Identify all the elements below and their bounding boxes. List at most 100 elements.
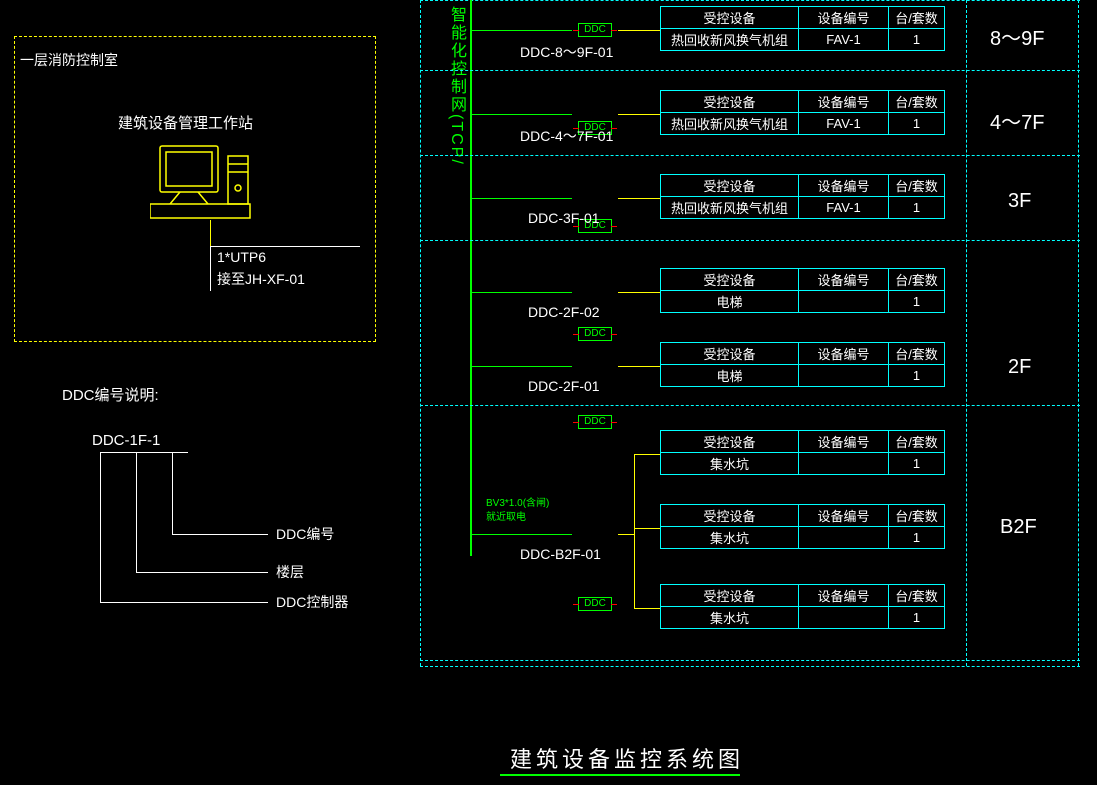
ddc-box-1: DDC [578, 23, 612, 37]
th-dev: 受控设备 [661, 505, 799, 527]
floor-1: 8～9F [990, 22, 1044, 51]
th-dev: 受控设备 [661, 585, 799, 607]
floor-div-5 [420, 660, 1080, 661]
legend-v3 [172, 452, 173, 534]
ddc-label-4: DDC-2F-02 [528, 304, 600, 320]
legend-l2 [136, 572, 268, 573]
th-qty: 台/套数 [889, 585, 945, 607]
cable-note-1: BV3*1.0(含闸) [486, 494, 549, 509]
workstation-label: 建筑设备管理工作站 [118, 112, 253, 133]
bus-branch-4 [472, 292, 572, 293]
floor-5: 2F [1008, 356, 1031, 379]
floor-col-r [1078, 0, 1079, 666]
td-qty: 1 [889, 197, 945, 219]
td-qty: 1 [889, 607, 945, 629]
table-8: 受控设备设备编号台/套数 集水坑 1 [660, 584, 945, 629]
table-7: 受控设备设备编号台/套数 集水坑1 [660, 504, 945, 549]
td-dev: 电梯 [661, 291, 799, 313]
b2f-h2 [634, 528, 660, 529]
floor-b2f: B2F [1000, 516, 1037, 539]
td-dev: 集水坑 [661, 453, 799, 475]
td-num [799, 365, 889, 387]
table-6: 受控设备设备编号台/套数 集水坑 1 [660, 430, 945, 475]
th-num: 设备编号 [799, 175, 889, 197]
th-qty: 台/套数 [889, 269, 945, 291]
th-qty: 台/套数 [889, 505, 945, 527]
ddc-to-tbl-5 [618, 366, 660, 367]
th-dev: 受控设备 [661, 343, 799, 365]
title-underline [500, 774, 740, 776]
ddc-to-tbl-1 [618, 30, 660, 31]
td-dev: 热回收新风换气机组 [661, 113, 799, 135]
floor-div-1 [420, 70, 1080, 71]
cable-label-box: 1*UTP6 接至JH-XF-01 [210, 246, 360, 291]
ddc-legend-sample: DDC-1F-1 [92, 432, 160, 449]
cable-line1: 1*UTP6 [211, 247, 360, 267]
main-frame-left [420, 0, 421, 666]
th-num: 设备编号 [799, 585, 889, 607]
ddc-box-4: DDC [578, 327, 612, 341]
cable-note-2: 就近取电 [486, 508, 526, 523]
th-num: 设备编号 [799, 7, 889, 29]
ddc-label-2: DDC-4～7F-01 [520, 126, 613, 146]
td-dev: 电梯 [661, 365, 799, 387]
td-num [799, 291, 889, 313]
ddc-label-3: DDC-3F-01 [528, 210, 600, 226]
main-frame-bottom [420, 666, 1080, 667]
b2f-h3 [634, 608, 660, 609]
b2f-h1 [634, 454, 660, 455]
floor-3: 3F [1008, 190, 1031, 213]
main-frame-top [420, 0, 1080, 1]
th-dev: 受控设备 [661, 7, 799, 29]
legend-v1 [100, 452, 101, 602]
th-num: 设备编号 [799, 431, 889, 453]
bus-label: 智能化控制网(TCP/ [444, 6, 468, 166]
th-dev: 受控设备 [661, 431, 799, 453]
bus-branch-1 [472, 30, 572, 31]
ddc-box-5: DDC [578, 415, 612, 429]
legend-label-1: DDC编号 [276, 524, 334, 544]
ddc-legend-heading: DDC编号说明: [62, 384, 159, 405]
td-dev: 集水坑 [661, 527, 799, 549]
th-num: 设备编号 [799, 343, 889, 365]
ddc-label-1: DDC-8～9F-01 [520, 42, 613, 62]
legend-v2 [136, 452, 137, 572]
td-num: FAV-1 [799, 113, 889, 135]
td-dev: 热回收新风换气机组 [661, 29, 799, 51]
th-num: 设备编号 [799, 91, 889, 113]
floor-div-4 [420, 405, 1080, 406]
ddc-to-tbl-3 [618, 198, 660, 199]
th-num: 设备编号 [799, 269, 889, 291]
td-dev: 集水坑 [661, 607, 799, 629]
td-qty: 1 [889, 291, 945, 313]
td-dev: 热回收新风换气机组 [661, 197, 799, 219]
th-qty: 台/套数 [889, 91, 945, 113]
table-4: 受控设备设备编号台/套数 电梯 1 [660, 268, 945, 313]
bus-branch-2 [472, 114, 572, 115]
ws-drop [210, 220, 211, 246]
bus-branch-5 [472, 366, 572, 367]
b2f-stub [618, 534, 634, 535]
table-1: 受控设备设备编号台/套数 热回收新风换气机组FAV-11 [660, 6, 945, 51]
diagram-title: 建筑设备监控系统图 [510, 742, 744, 774]
legend-label-2: 楼层 [276, 562, 304, 582]
th-qty: 台/套数 [889, 431, 945, 453]
network-bus [470, 0, 472, 556]
legend-l1 [172, 534, 268, 535]
td-num: FAV-1 [799, 197, 889, 219]
td-qty: 1 [889, 113, 945, 135]
td-num: FAV-1 [799, 29, 889, 51]
td-qty: 1 [889, 453, 945, 475]
th-dev: 受控设备 [661, 91, 799, 113]
td-qty: 1 [889, 29, 945, 51]
td-num [799, 607, 889, 629]
th-qty: 台/套数 [889, 175, 945, 197]
floor-div-3 [420, 240, 1080, 241]
th-dev: 受控设备 [661, 175, 799, 197]
legend-h1 [100, 452, 188, 453]
ddc-to-tbl-2 [618, 114, 660, 115]
td-qty: 1 [889, 365, 945, 387]
th-dev: 受控设备 [661, 269, 799, 291]
floor-div-2 [420, 155, 1080, 156]
th-qty: 台/套数 [889, 7, 945, 29]
